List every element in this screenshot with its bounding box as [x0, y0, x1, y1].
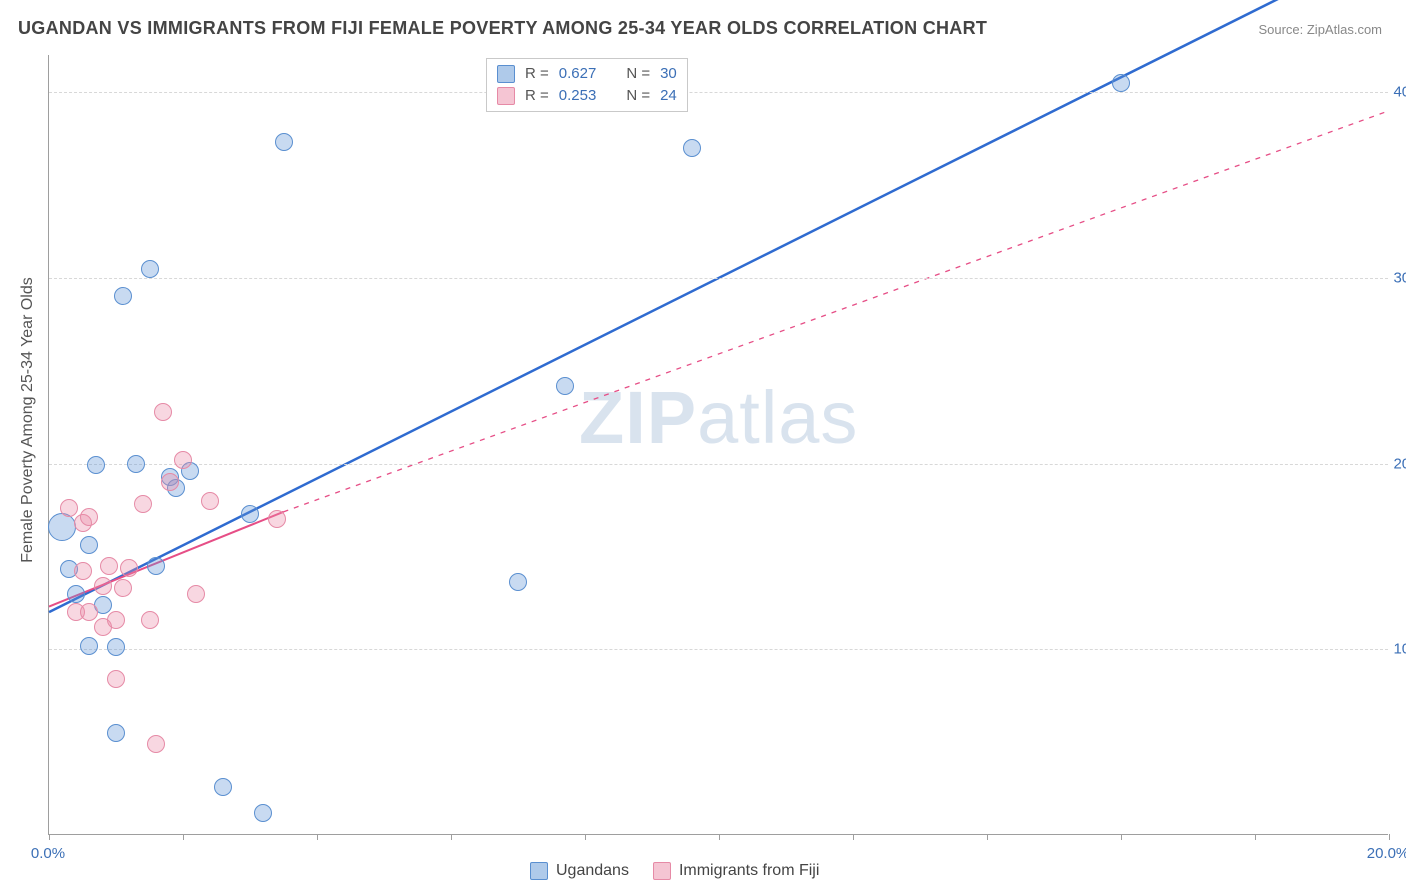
legend-item: Immigrants from Fiji — [653, 862, 819, 880]
gridline — [49, 649, 1388, 650]
legend-swatch — [530, 862, 548, 880]
data-point — [161, 473, 179, 491]
data-point — [127, 455, 145, 473]
gridline — [49, 92, 1388, 93]
series-legend: Ugandans Immigrants from Fiji — [530, 862, 819, 880]
data-point — [48, 513, 76, 541]
x-tick-label: 20.0% — [1367, 845, 1406, 862]
x-tick — [317, 834, 318, 840]
data-point — [100, 557, 118, 575]
y-tick-label: 20.0% — [1376, 455, 1406, 472]
legend-label: Ugandans — [556, 862, 629, 880]
data-point — [114, 579, 132, 597]
data-point — [107, 638, 125, 656]
x-tick — [183, 834, 184, 840]
plot-area: ZIPatlas 10.0%20.0%30.0%40.0% — [48, 55, 1388, 835]
y-tick-label: 30.0% — [1376, 269, 1406, 286]
legend-r-value: 0.253 — [559, 85, 597, 107]
data-point — [268, 510, 286, 528]
data-point — [275, 133, 293, 151]
x-tick — [987, 834, 988, 840]
legend-n-value: 30 — [660, 63, 677, 85]
data-point — [67, 585, 85, 603]
legend-row: R = 0.627 N = 30 — [497, 63, 677, 85]
data-point — [147, 735, 165, 753]
x-tick — [853, 834, 854, 840]
legend-r-value: 0.627 — [559, 63, 597, 85]
data-point — [107, 670, 125, 688]
legend-label: Immigrants from Fiji — [679, 862, 819, 880]
chart-title: UGANDAN VS IMMIGRANTS FROM FIJI FEMALE P… — [18, 18, 987, 39]
legend-n-value: 24 — [660, 85, 677, 107]
data-point — [87, 456, 105, 474]
data-point — [154, 403, 172, 421]
data-point — [60, 499, 78, 517]
trend-line — [284, 111, 1390, 512]
x-tick — [719, 834, 720, 840]
data-point — [141, 260, 159, 278]
legend-item: Ugandans — [530, 862, 629, 880]
trend-lines-layer — [49, 55, 1388, 834]
data-point — [147, 557, 165, 575]
y-tick-label: 10.0% — [1376, 641, 1406, 658]
data-point — [80, 508, 98, 526]
legend-r-label: R = — [525, 63, 549, 85]
data-point — [683, 139, 701, 157]
x-tick — [1255, 834, 1256, 840]
x-tick — [585, 834, 586, 840]
legend-swatch — [497, 65, 515, 83]
data-point — [556, 377, 574, 395]
x-tick — [49, 834, 50, 840]
gridline — [49, 464, 1388, 465]
source-label: Source: ZipAtlas.com — [1258, 22, 1382, 37]
data-point — [254, 804, 272, 822]
data-point — [174, 451, 192, 469]
data-point — [120, 559, 138, 577]
legend-swatch — [653, 862, 671, 880]
data-point — [201, 492, 219, 510]
x-tick — [451, 834, 452, 840]
data-point — [94, 577, 112, 595]
gridline — [49, 278, 1388, 279]
legend-swatch — [497, 87, 515, 105]
y-axis-title: Female Poverty Among 25-34 Year Olds — [19, 277, 37, 563]
x-tick — [1389, 834, 1390, 840]
legend-row: R = 0.253 N = 24 — [497, 85, 677, 107]
data-point — [107, 724, 125, 742]
data-point — [80, 603, 98, 621]
data-point — [134, 495, 152, 513]
data-point — [114, 287, 132, 305]
x-tick — [1121, 834, 1122, 840]
data-point — [1112, 74, 1130, 92]
correlation-legend: R = 0.627 N = 30 R = 0.253 N = 24 — [486, 58, 688, 112]
data-point — [187, 585, 205, 603]
legend-r-label: R = — [525, 85, 549, 107]
data-point — [107, 611, 125, 629]
data-point — [241, 505, 259, 523]
legend-n-label: N = — [626, 63, 650, 85]
data-point — [74, 562, 92, 580]
data-point — [80, 637, 98, 655]
x-tick-label: 0.0% — [31, 845, 65, 862]
data-point — [141, 611, 159, 629]
data-point — [214, 778, 232, 796]
data-point — [80, 536, 98, 554]
y-tick-label: 40.0% — [1376, 84, 1406, 101]
legend-n-label: N = — [626, 85, 650, 107]
data-point — [509, 573, 527, 591]
